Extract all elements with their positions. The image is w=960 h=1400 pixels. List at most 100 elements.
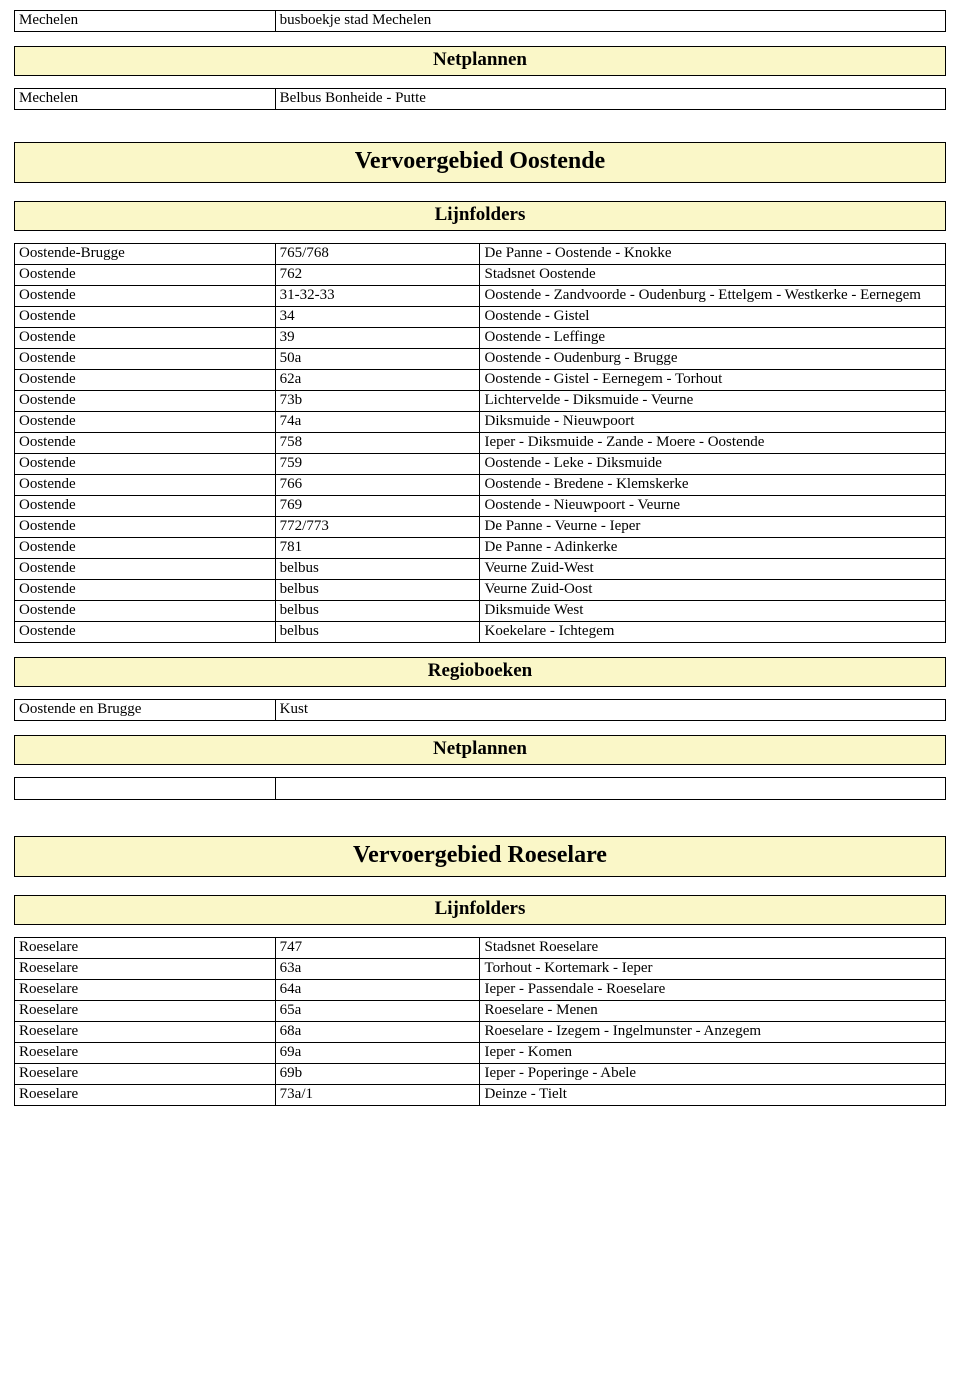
cell-omschrijving: Oostende - Nieuwpoort - Veurne: [480, 496, 946, 517]
table-row: OostendebelbusVeurne Zuid-West: [15, 559, 946, 580]
cell-gebied: Oostende: [15, 370, 276, 391]
cell-lijn: 62a: [275, 370, 480, 391]
cell-lijn: 758: [275, 433, 480, 454]
cell-lijn: belbus: [275, 622, 480, 643]
cell-omschrijving: Veurne Zuid-Oost: [480, 580, 946, 601]
header-text: Netplannen: [15, 47, 946, 76]
cell-gebied: Mechelen: [15, 11, 276, 32]
cell-lijn: belbus: [275, 580, 480, 601]
header-regioboeken: Regioboeken: [14, 657, 946, 687]
table-row: Oostende759Oostende - Leke - Diksmuide: [15, 454, 946, 475]
table-lijnfolders-roeselare: Roeselare747Stadsnet RoeselareRoeselare6…: [14, 937, 946, 1106]
table-netplannen-oostende: [14, 777, 946, 800]
table-row: OostendebelbusVeurne Zuid-Oost: [15, 580, 946, 601]
cell-omschrijving: Lichtervelde - Diksmuide - Veurne: [480, 391, 946, 412]
cell-omschrijving: Oostende - Zandvoorde - Oudenburg - Ette…: [480, 286, 946, 307]
cell-gebied: Roeselare: [15, 1064, 276, 1085]
cell-lijn: 772/773: [275, 517, 480, 538]
cell-gebied: Oostende en Brugge: [15, 700, 276, 721]
cell-gebied: Oostende-Brugge: [15, 244, 276, 265]
cell-value: Kust: [275, 700, 945, 721]
cell-gebied: Oostende: [15, 286, 276, 307]
table-row: Oostende31-32-33Oostende - Zandvoorde - …: [15, 286, 946, 307]
cell-omschrijving: De Panne - Adinkerke: [480, 538, 946, 559]
table-mechelen-belbus: Mechelen Belbus Bonheide - Putte: [14, 88, 946, 110]
cell-omschrijving: Koekelare - Ichtegem: [480, 622, 946, 643]
table-row: Roeselare73a/1Deinze - Tielt: [15, 1085, 946, 1106]
cell-gebied: [15, 778, 276, 800]
table-row: Oostende766Oostende - Bredene - Klemsker…: [15, 475, 946, 496]
cell-gebied: Oostende: [15, 391, 276, 412]
table-lijnfolders-oostende: Oostende-Brugge765/768De Panne - Oostend…: [14, 243, 946, 643]
cell-gebied: Oostende: [15, 538, 276, 559]
cell-omschrijving: Roeselare - Izegem - Ingelmunster - Anze…: [480, 1022, 946, 1043]
cell-gebied: Oostende: [15, 496, 276, 517]
cell-gebied: Roeselare: [15, 980, 276, 1001]
cell-lijn: 766: [275, 475, 480, 496]
cell-gebied: Oostende: [15, 328, 276, 349]
cell-omschrijving: Veurne Zuid-West: [480, 559, 946, 580]
table-row: Roeselare64aIeper - Passendale - Roesela…: [15, 980, 946, 1001]
cell-lijn: 759: [275, 454, 480, 475]
table-row: Oostende62aOostende - Gistel - Eernegem …: [15, 370, 946, 391]
cell-gebied: Oostende: [15, 601, 276, 622]
table-row: Oostende-Brugge765/768De Panne - Oostend…: [15, 244, 946, 265]
cell-lijn: 68a: [275, 1022, 480, 1043]
cell-omschrijving: Oostende - Bredene - Klemskerke: [480, 475, 946, 496]
cell-omschrijving: Oostende - Leffinge: [480, 328, 946, 349]
cell-omschrijving: Oostende - Gistel - Eernegem - Torhout: [480, 370, 946, 391]
cell-gebied: Roeselare: [15, 1001, 276, 1022]
cell-gebied: Oostende: [15, 265, 276, 286]
cell-value: [275, 778, 945, 800]
cell-gebied: Oostende: [15, 559, 276, 580]
cell-gebied: Oostende: [15, 580, 276, 601]
table-row: OostendebelbusDiksmuide West: [15, 601, 946, 622]
table-row: Oostende772/773De Panne - Veurne - Ieper: [15, 517, 946, 538]
table-row: Mechelen busboekje stad Mechelen: [15, 11, 946, 32]
cell-omschrijving: Torhout - Kortemark - Ieper: [480, 959, 946, 980]
cell-omschrijving: Diksmuide - Nieuwpoort: [480, 412, 946, 433]
table-row: Roeselare63aTorhout - Kortemark - Ieper: [15, 959, 946, 980]
cell-lijn: 73a/1: [275, 1085, 480, 1106]
table-row: Roeselare68aRoeselare - Izegem - Ingelmu…: [15, 1022, 946, 1043]
cell-lijn: 50a: [275, 349, 480, 370]
cell-omschrijving: Ieper - Poperinge - Abele: [480, 1064, 946, 1085]
header-vervoergebied-roeselare: Vervoergebied Roeselare: [14, 836, 946, 877]
cell-lijn: 69b: [275, 1064, 480, 1085]
cell-lijn: 34: [275, 307, 480, 328]
cell-value: Belbus Bonheide - Putte: [275, 89, 945, 110]
cell-omschrijving: De Panne - Oostende - Knokke: [480, 244, 946, 265]
cell-gebied: Oostende: [15, 475, 276, 496]
cell-omschrijving: Deinze - Tielt: [480, 1085, 946, 1106]
cell-gebied: Oostende: [15, 349, 276, 370]
table-row: Oostende74aDiksmuide - Nieuwpoort: [15, 412, 946, 433]
cell-omschrijving: Ieper - Diksmuide - Zande - Moere - Oost…: [480, 433, 946, 454]
cell-omschrijving: Ieper - Komen: [480, 1043, 946, 1064]
table-row: Oostende762Stadsnet Oostende: [15, 265, 946, 286]
table-row: Oostende50aOostende - Oudenburg - Brugge: [15, 349, 946, 370]
header-lijnfolders-oostende: Lijnfolders: [14, 201, 946, 231]
cell-lijn: 781: [275, 538, 480, 559]
cell-gebied: Roeselare: [15, 1043, 276, 1064]
cell-lijn: 69a: [275, 1043, 480, 1064]
cell-lijn: 64a: [275, 980, 480, 1001]
table-row: Roeselare65aRoeselare - Menen: [15, 1001, 946, 1022]
cell-gebied: Roeselare: [15, 1085, 276, 1106]
cell-gebied: Oostende: [15, 412, 276, 433]
cell-omschrijving: Roeselare - Menen: [480, 1001, 946, 1022]
cell-lijn: 762: [275, 265, 480, 286]
cell-gebied: Oostende: [15, 454, 276, 475]
table-row: Oostende34Oostende - Gistel: [15, 307, 946, 328]
cell-lijn: 63a: [275, 959, 480, 980]
cell-gebied: Roeselare: [15, 938, 276, 959]
header-text: Netplannen: [15, 736, 946, 765]
cell-lijn: 31-32-33: [275, 286, 480, 307]
cell-gebied: Roeselare: [15, 959, 276, 980]
table-row: [15, 778, 946, 800]
header-text: Lijnfolders: [15, 896, 946, 925]
table-row: Roeselare747Stadsnet Roeselare: [15, 938, 946, 959]
cell-lijn: 73b: [275, 391, 480, 412]
cell-omschrijving: De Panne - Veurne - Ieper: [480, 517, 946, 538]
table-row: Oostende73bLichtervelde - Diksmuide - Ve…: [15, 391, 946, 412]
table-row: Oostende en Brugge Kust: [15, 700, 946, 721]
